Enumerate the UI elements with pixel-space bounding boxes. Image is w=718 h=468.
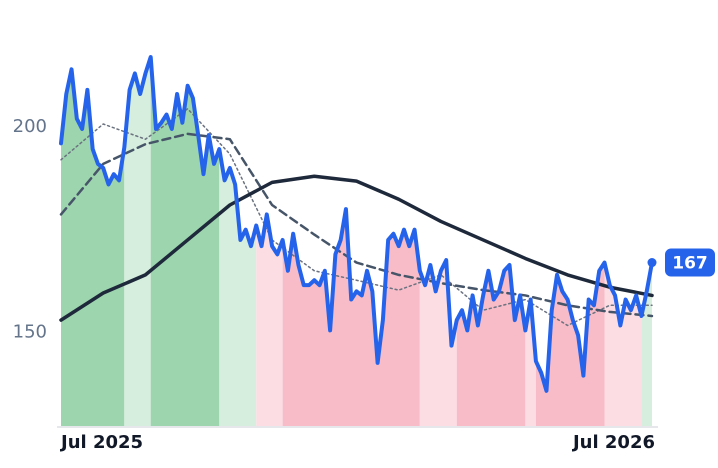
last-value-badge: [665, 248, 715, 277]
moving-average-line: [59, 174, 654, 322]
regime-band: [282, 209, 420, 427]
regime-band: [256, 214, 283, 427]
y-tick-label: 150: [13, 321, 47, 342]
y-tick-label: 200: [13, 116, 47, 137]
last-value-label: 167: [672, 254, 708, 274]
regime-band: [535, 262, 605, 427]
x-tick-label: Jul 2026: [571, 432, 655, 453]
last-point: [647, 258, 657, 268]
moving-average-line: [60, 108, 653, 327]
regime-band: [124, 57, 151, 427]
x-tick-label: Jul 2025: [59, 432, 143, 453]
price-line: [59, 55, 654, 393]
regime-band: [61, 69, 125, 427]
regime-band: [604, 262, 642, 427]
regime-band: [219, 149, 257, 428]
